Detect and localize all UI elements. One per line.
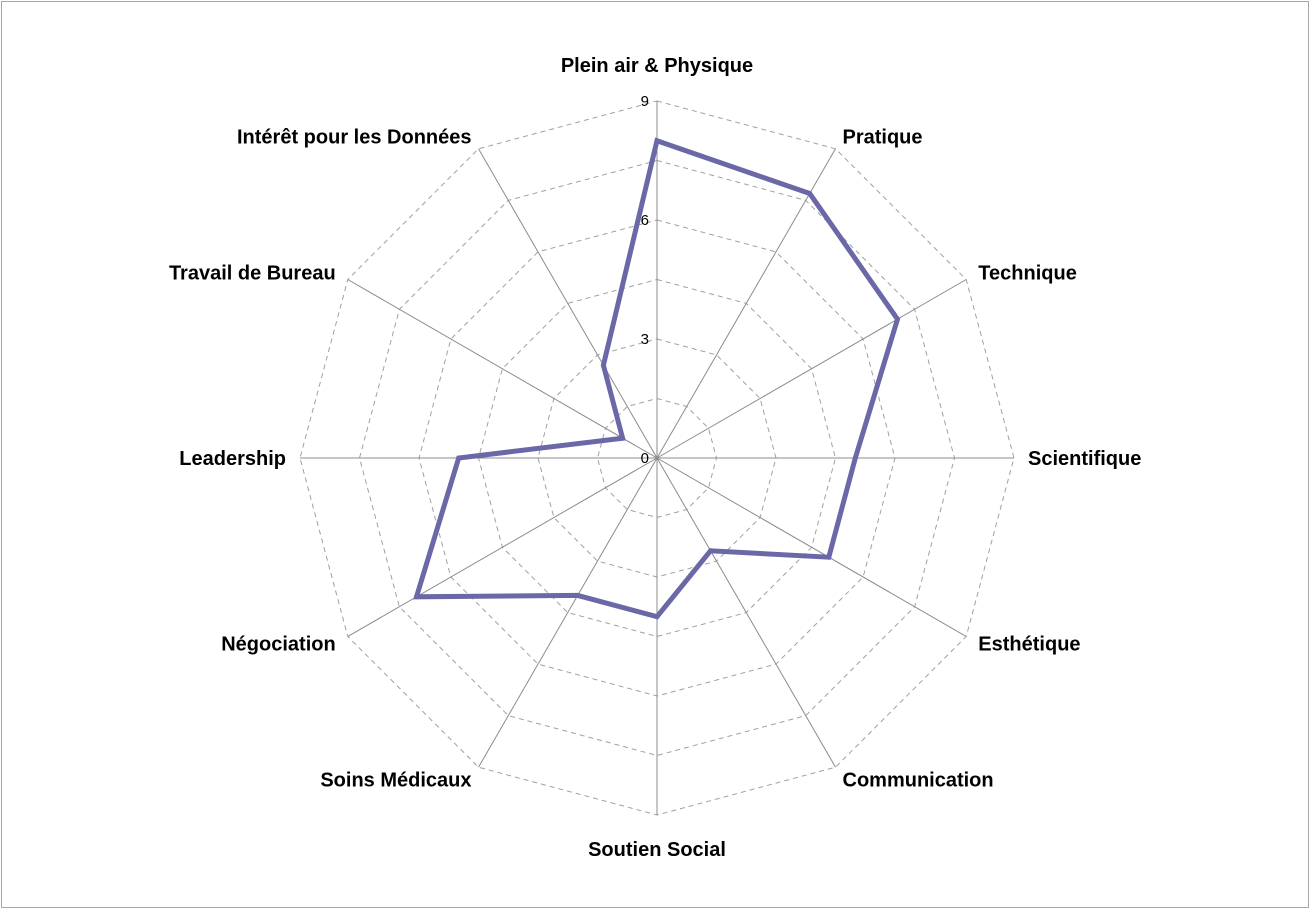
data-point-9 (456, 455, 462, 461)
spoke-2 (656, 279, 967, 459)
data-point-0 (654, 138, 660, 144)
spoke-5 (656, 457, 836, 768)
category-label-1: Pratique (843, 127, 923, 149)
series-layer (413, 137, 901, 620)
data-point-11 (600, 362, 606, 368)
data-point-2 (895, 316, 900, 322)
category-label-3: Scientifique (1028, 448, 1141, 470)
category-label-0: Plein air & Physique (561, 55, 753, 77)
spoke-1 (656, 148, 836, 459)
tick-label-6: 6 (641, 212, 649, 229)
data-point-3 (852, 455, 858, 461)
spoke-7 (478, 457, 658, 768)
category-label-2: Technique (978, 263, 1077, 285)
data-point-6 (654, 614, 660, 620)
label-layer: Plein air & Physique Pratique Technique Sci… (169, 55, 1141, 861)
data-point-4 (826, 554, 832, 560)
category-label-10: Travail de Bureau (169, 263, 336, 285)
tick-label-9: 9 (641, 93, 649, 110)
category-label-11: Intérêt pour les Données (237, 127, 472, 149)
spoke-10 (347, 279, 658, 459)
tick-label-3: 3 (641, 331, 649, 348)
spoke-8 (347, 457, 658, 637)
data-point-10 (620, 435, 626, 441)
category-label-8: Négociation (221, 634, 335, 656)
tick-label-0: 0 (641, 450, 649, 467)
category-label-4: Esthétique (978, 634, 1080, 656)
data-point-7 (575, 592, 581, 598)
spoke-11 (478, 148, 658, 459)
category-label-7: Soins Médicaux (320, 769, 471, 791)
spoke-layer (300, 101, 1014, 815)
tick-layer: 0 3 6 9 (641, 93, 649, 467)
data-point-1 (807, 191, 813, 196)
category-label-5: Communication (843, 769, 994, 791)
data-point-5 (708, 548, 713, 554)
data-point-8 (414, 594, 419, 600)
category-label-9: Leadership (179, 448, 286, 470)
category-label-6: Soutien Social (588, 839, 726, 861)
spoke-4 (656, 457, 967, 637)
